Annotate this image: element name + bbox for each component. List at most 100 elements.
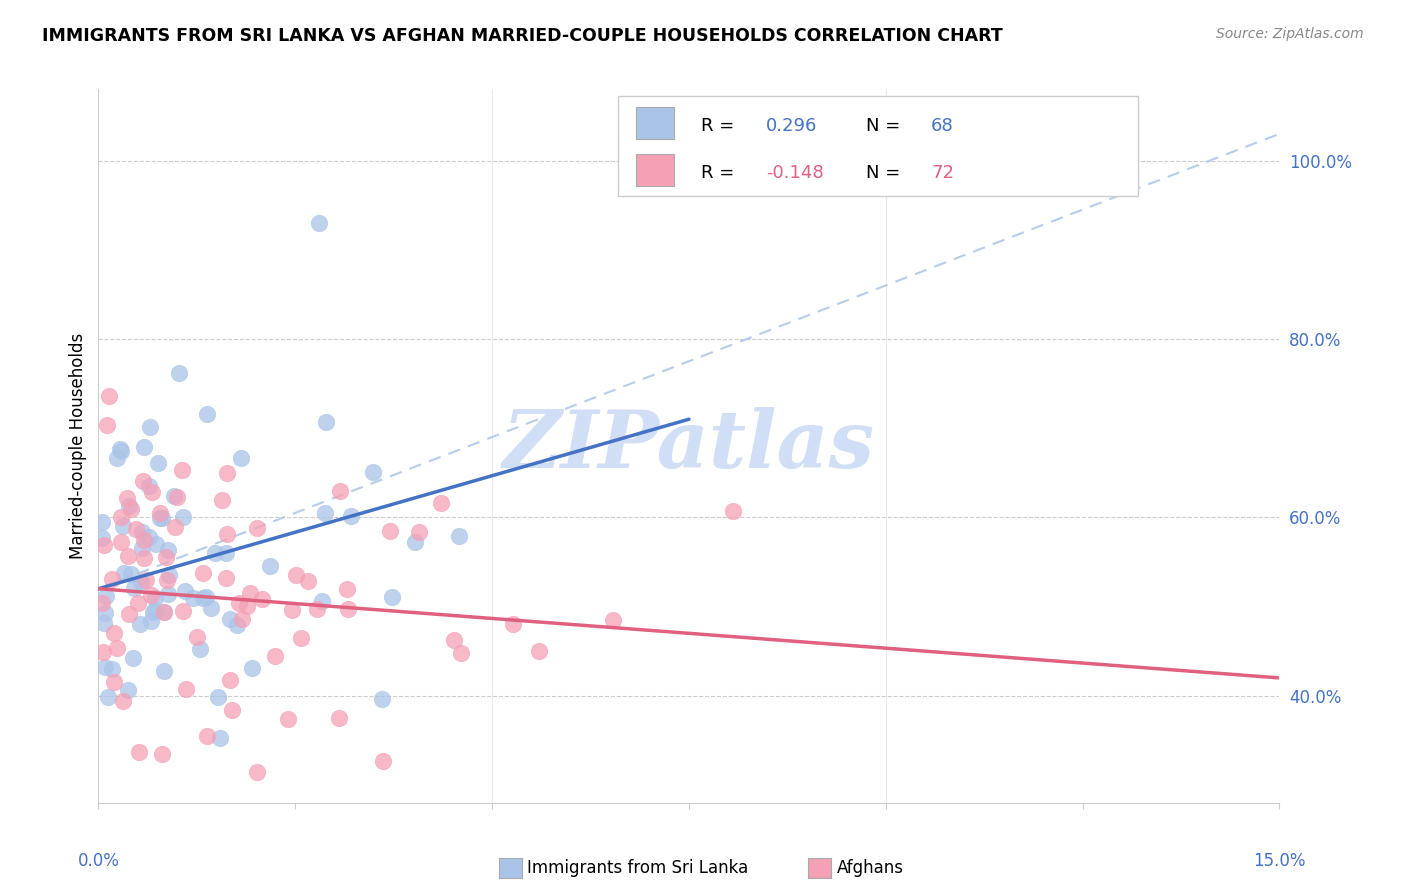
Point	[162, 489, 184, 503]
Point	[250, 591, 273, 606]
Point	[361, 466, 384, 480]
Point	[277, 712, 299, 726]
Point	[91, 516, 114, 530]
Point	[142, 605, 165, 619]
Point	[134, 533, 156, 547]
Point	[186, 630, 208, 644]
Point	[135, 574, 157, 588]
Point	[134, 551, 156, 566]
Point	[450, 646, 472, 660]
Point	[139, 614, 162, 628]
Point	[152, 605, 174, 619]
Point	[308, 216, 330, 230]
Point	[172, 510, 194, 524]
Point	[122, 581, 145, 595]
Point	[204, 545, 226, 559]
Point	[721, 504, 744, 518]
Point	[443, 632, 465, 647]
Point	[150, 747, 173, 761]
Text: 72: 72	[931, 164, 955, 182]
Point	[145, 602, 167, 616]
Point	[215, 571, 238, 585]
Point	[131, 575, 153, 590]
Point	[127, 595, 149, 609]
Point	[112, 519, 135, 533]
Point	[208, 731, 231, 745]
Point	[290, 631, 312, 645]
Point	[112, 566, 135, 580]
Point	[118, 607, 141, 621]
Point	[297, 574, 319, 589]
Point	[191, 591, 214, 605]
Point	[174, 584, 197, 599]
Text: 68: 68	[931, 118, 953, 136]
Text: R =: R =	[700, 164, 740, 182]
Text: Source: ZipAtlas.com: Source: ZipAtlas.com	[1216, 27, 1364, 41]
Point	[125, 522, 148, 536]
Point	[139, 588, 162, 602]
Point	[215, 467, 238, 481]
Point	[245, 521, 267, 535]
Point	[239, 586, 262, 600]
Point	[94, 660, 117, 674]
Point	[502, 616, 524, 631]
Text: N =: N =	[866, 118, 905, 136]
Point	[195, 408, 218, 422]
Point	[246, 764, 269, 779]
Point	[263, 648, 285, 663]
Text: ZIPatlas: ZIPatlas	[503, 408, 875, 484]
Point	[225, 618, 247, 632]
Point	[117, 549, 139, 563]
Point	[157, 587, 180, 601]
Point	[236, 599, 259, 613]
Point	[150, 511, 173, 525]
Point	[157, 567, 180, 582]
Point	[381, 590, 404, 604]
Point	[430, 496, 453, 510]
Text: R =: R =	[700, 118, 740, 136]
Point	[101, 662, 124, 676]
Point	[314, 506, 336, 520]
Point	[380, 524, 402, 538]
Point	[281, 603, 304, 617]
Point	[117, 683, 139, 698]
Point	[194, 591, 217, 605]
Point	[132, 474, 155, 488]
Text: N =: N =	[866, 164, 905, 182]
Point	[240, 661, 263, 675]
Point	[176, 682, 198, 697]
Point	[110, 443, 132, 458]
Point	[128, 616, 150, 631]
Text: 15.0%: 15.0%	[1253, 852, 1306, 870]
Point	[200, 600, 222, 615]
Point	[183, 591, 205, 606]
Point	[157, 543, 180, 558]
Point	[285, 568, 308, 582]
Point	[108, 442, 131, 456]
FancyBboxPatch shape	[636, 107, 673, 139]
Point	[96, 418, 118, 433]
Point	[94, 606, 117, 620]
Point	[91, 645, 114, 659]
Point	[149, 506, 172, 520]
Point	[215, 527, 238, 541]
Point	[101, 572, 124, 586]
Point	[143, 591, 166, 605]
Point	[172, 604, 194, 618]
Text: 0.0%: 0.0%	[77, 852, 120, 870]
Text: IMMIGRANTS FROM SRI LANKA VS AFGHAN MARRIED-COUPLE HOUSEHOLDS CORRELATION CHART: IMMIGRANTS FROM SRI LANKA VS AFGHAN MARR…	[42, 27, 1002, 45]
Point	[115, 491, 138, 505]
Point	[315, 415, 337, 429]
Point	[170, 462, 193, 476]
Point	[218, 612, 240, 626]
Point	[149, 511, 172, 525]
Point	[191, 566, 214, 580]
Point	[447, 529, 470, 543]
Point	[336, 602, 359, 616]
Point	[122, 651, 145, 665]
Point	[211, 492, 233, 507]
Point	[373, 754, 395, 768]
Point	[602, 613, 624, 627]
Point	[97, 690, 120, 705]
Text: Immigrants from Sri Lanka: Immigrants from Sri Lanka	[527, 859, 748, 877]
